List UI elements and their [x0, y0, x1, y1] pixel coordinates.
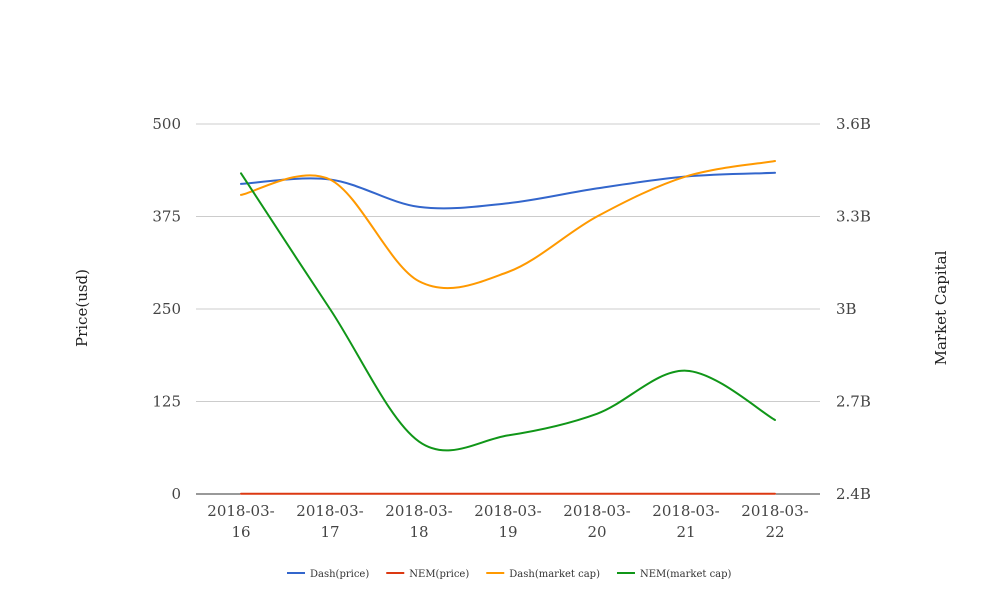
right-axis-title: Market Capital [932, 250, 950, 365]
x-tick-label: 2018-03-21 [652, 502, 719, 541]
x-tick-label: 2018-03-17 [296, 502, 363, 541]
x-tick-label: 2018-03-16 [207, 502, 274, 541]
legend: Dash(price) NEM(price) Dash(market cap) NEM… [287, 569, 732, 580]
right-tick-label: 3.3B [836, 208, 871, 226]
series-lines [240, 160, 776, 495]
legend-label: Dash(market cap) [509, 569, 600, 580]
series-line-1 [240, 171, 776, 210]
right-tick-label: 2.4B [836, 485, 871, 503]
right-tick-label: 3.6B [836, 115, 871, 133]
series-line-4 [240, 172, 776, 452]
left-tick-label: 125 [152, 393, 181, 411]
right-tick-label: 2.7B [836, 393, 871, 411]
right-axis-ticks: 2.4B 2.7B 3B 3.3B 3.6B [836, 115, 871, 503]
legend-label: Dash(price) [310, 569, 369, 580]
right-tick-label: 3B [836, 300, 857, 318]
left-tick-label: 250 [152, 300, 181, 318]
x-tick-label: 2018-03-18 [385, 502, 452, 541]
left-tick-label: 375 [152, 208, 181, 226]
series-line-3 [240, 160, 776, 290]
x-tick-label: 2018-03-19 [474, 502, 541, 541]
left-tick-label: 0 [171, 485, 181, 503]
x-tick-label: 2018-03-20 [563, 502, 630, 541]
legend-label: NEM(price) [409, 569, 469, 580]
x-tick-label: 2018-03-22 [741, 502, 808, 541]
legend-label: NEM(market cap) [640, 569, 732, 580]
left-axis-title: Price(usd) [73, 269, 91, 347]
x-axis-ticks: 2018-03-16 2018-03-17 2018-03-18 2018-03-19… [207, 502, 808, 541]
left-axis-ticks: 0 125 250 375 500 [152, 115, 181, 503]
left-tick-label: 500 [152, 115, 181, 133]
